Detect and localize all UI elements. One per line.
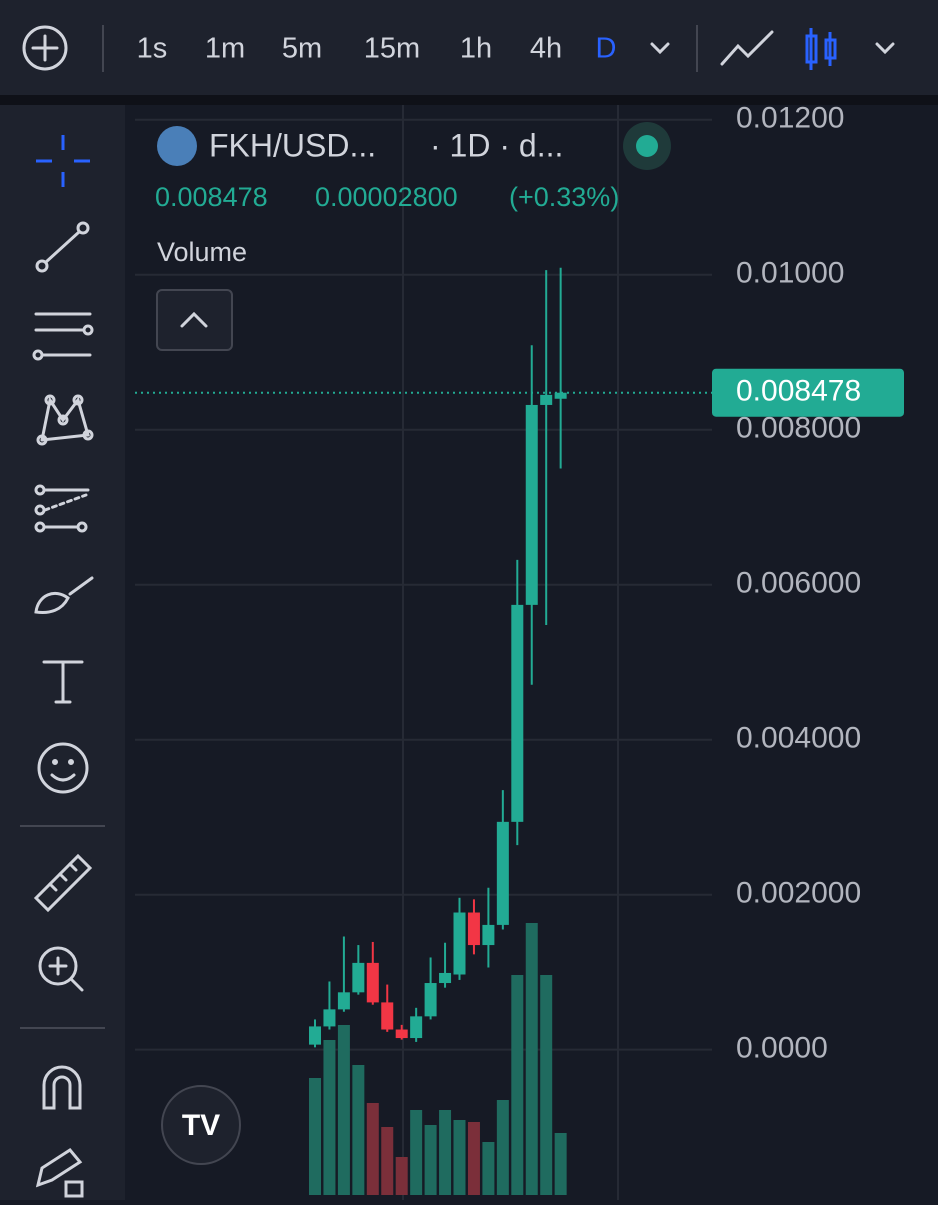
interval-button[interactable]: D <box>596 33 617 65</box>
dropdown[interactable] <box>650 42 670 55</box>
volume-bar <box>540 975 553 1195</box>
volume-bar <box>410 1110 423 1195</box>
candle-chart-icon[interactable] <box>805 28 837 70</box>
interval-button[interactable]: 4h <box>530 33 562 65</box>
y-tick-label: 0.01000 <box>736 257 844 290</box>
last-price: 0.008478 <box>155 182 268 212</box>
logo-mark: TV <box>182 1109 220 1142</box>
candle-body <box>453 912 466 975</box>
change: 0.00002800 <box>315 182 458 212</box>
y-tick-label: 0.004000 <box>736 722 861 755</box>
line-chart-icon[interactable] <box>720 30 774 66</box>
candle-body <box>337 992 350 1010</box>
y-tick-label: 0.006000 <box>736 567 861 600</box>
candle-body <box>424 983 437 1017</box>
collapse-button[interactable] <box>156 289 233 351</box>
volume-bar <box>395 1157 408 1195</box>
volume-bar <box>439 1110 452 1195</box>
volume-bar <box>482 1142 495 1195</box>
volume-bar <box>352 1065 365 1195</box>
volume-bar <box>453 1120 466 1195</box>
candle-body <box>540 394 553 405</box>
volume-bar <box>467 1122 480 1195</box>
interval-button[interactable]: 5m <box>282 33 322 65</box>
forecast-tool[interactable] <box>34 484 90 533</box>
candle-body <box>482 924 495 946</box>
emoji-tool[interactable] <box>37 742 89 794</box>
left-toolbar <box>0 105 125 1200</box>
trendline-tool[interactable] <box>35 221 90 273</box>
interval-button[interactable]: 1h <box>460 33 492 65</box>
ruler-tool[interactable] <box>33 853 93 913</box>
y-tick-label: 0.0000 <box>736 1032 828 1065</box>
status-dot <box>636 135 658 157</box>
candle-body <box>323 1009 336 1027</box>
pattern-tool[interactable] <box>36 394 94 446</box>
candle-body <box>381 1002 394 1030</box>
candle-body <box>467 912 480 946</box>
change-pct: (+0.33%) <box>509 182 619 212</box>
volume-bar <box>554 1133 567 1195</box>
tradingview-logo[interactable] <box>161 1085 241 1165</box>
y-tick-label: 0.008000 <box>736 412 861 445</box>
volume-title: Volume <box>157 237 247 267</box>
price-label: 0.008478 <box>736 375 861 408</box>
interval-button[interactable]: 1m <box>205 33 245 65</box>
volume-bar <box>381 1127 394 1195</box>
crosshair-tool[interactable] <box>36 135 90 187</box>
volume-bar <box>525 923 538 1195</box>
interval-button[interactable]: 1s <box>137 33 168 65</box>
add-button[interactable] <box>22 25 68 71</box>
symbol-icon <box>157 126 197 166</box>
volume-bar <box>511 975 524 1195</box>
brush-tool[interactable] <box>34 576 94 614</box>
zoom-tool[interactable] <box>38 946 84 992</box>
volume-bar <box>337 1025 350 1195</box>
candle-body <box>511 604 524 822</box>
y-tick-label: 0.002000 <box>736 877 861 910</box>
candle-body <box>395 1029 408 1039</box>
symbol: FKH/USD... <box>209 127 376 163</box>
lock-draw-tool[interactable] <box>35 1148 84 1198</box>
volume-bar <box>424 1125 437 1195</box>
price-label-box <box>712 368 904 417</box>
volume-bar <box>496 1100 509 1195</box>
text-tool[interactable] <box>42 660 84 704</box>
y-tick-label: 0.01200 <box>736 102 844 135</box>
separator <box>0 95 938 105</box>
dropdown[interactable] <box>875 42 895 55</box>
candle-body <box>554 392 567 399</box>
chevron-up <box>180 311 208 328</box>
volume-bar <box>366 1103 379 1195</box>
interval-button[interactable]: 15m <box>364 33 420 65</box>
volume-bar <box>309 1078 321 1195</box>
top-toolbar <box>0 0 938 95</box>
candle-body <box>439 972 452 984</box>
candle-body <box>352 962 365 993</box>
candle-body <box>366 962 379 1003</box>
magnet-tool[interactable] <box>42 1065 82 1110</box>
candle-body <box>410 1016 423 1039</box>
fib-tool[interactable] <box>32 312 94 361</box>
candle-body <box>525 404 538 605</box>
candle-body <box>496 821 509 925</box>
resolution: · 1D · d... <box>430 127 563 163</box>
volume-bar <box>323 1040 336 1195</box>
candle-body <box>309 1026 321 1045</box>
